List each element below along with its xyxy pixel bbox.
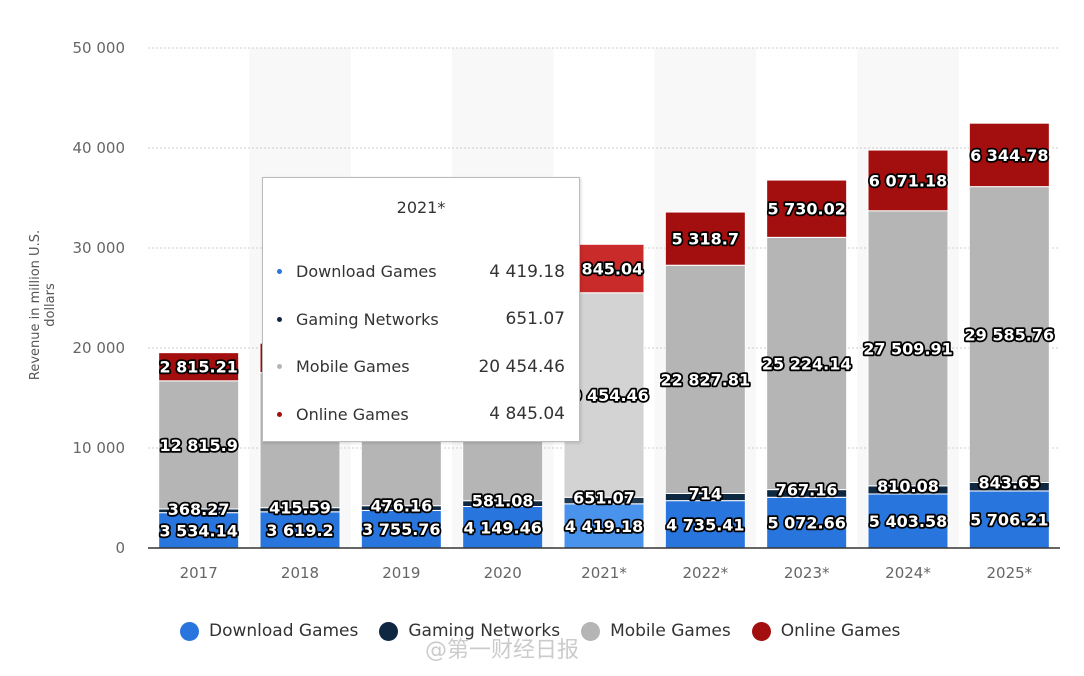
tooltip-series-name: Mobile Games <box>296 357 410 377</box>
legend-label: Mobile Games <box>610 621 731 641</box>
series-dot-icon <box>277 364 282 370</box>
data-label: 29 585.76 <box>965 326 1055 345</box>
bar-segment-download-games <box>158 512 240 549</box>
data-label: 5 072.66 <box>767 514 845 533</box>
data-label: 368.27 <box>168 500 230 519</box>
bar-segment-download-games <box>360 509 442 549</box>
data-label: 651.07 <box>573 488 635 507</box>
data-label: 4 419.18 <box>565 517 643 536</box>
y-tick-label: 30 000 <box>73 239 126 257</box>
legend-item[interactable]: Gaming Networks <box>379 621 560 641</box>
data-label: 4 845.04 <box>565 260 643 279</box>
bar-segment-download-games <box>563 503 645 549</box>
data-label: 2 815.21 <box>159 358 237 377</box>
y-tick-label: 10 000 <box>73 439 126 457</box>
data-label: 6 071.18 <box>869 171 947 190</box>
legend-item[interactable]: Online Games <box>751 621 901 641</box>
legend-item[interactable]: Download Games <box>180 621 358 641</box>
tooltip-value: 20 454.46 <box>478 356 565 377</box>
tooltip: 2021* Download Games 4 419.18 Gaming Netwo… <box>262 177 580 442</box>
data-label: 810.08 <box>877 477 939 496</box>
bar-segment-online-games <box>867 149 949 212</box>
data-label: 12 815.9 <box>159 436 237 455</box>
tooltip-series-name: Download Games <box>296 262 437 282</box>
bar-segment-online-games <box>968 122 1050 188</box>
y-tick-label: 50 000 <box>73 39 126 57</box>
data-label: 714 <box>689 485 722 504</box>
tooltip-row: Online Games 4 845.04 <box>263 391 579 439</box>
data-label: 843.65 <box>978 474 1040 493</box>
bar-segment-mobile-games <box>766 236 848 491</box>
data-label: 581.08 <box>472 492 534 511</box>
data-label: 4 149.46 <box>463 518 541 537</box>
tooltip-value: 4 419.18 <box>489 261 565 282</box>
x-tick-label: 2023* <box>784 564 830 582</box>
legend-item[interactable]: Mobile Games <box>581 621 731 641</box>
series-dot-icon <box>277 269 282 275</box>
bar-segment-download-games <box>259 511 341 549</box>
bar-segment-download-games <box>462 506 544 549</box>
data-label: 5 403.58 <box>869 512 947 531</box>
data-label: 767.16 <box>776 481 838 500</box>
legend-swatch-icon <box>379 621 399 641</box>
legend-label: Online Games <box>780 621 901 641</box>
data-label: 25 224.14 <box>762 354 852 373</box>
bar-segment-online-games <box>664 211 746 266</box>
legend-swatch-icon <box>751 621 771 641</box>
tooltip-row: Gaming Networks 651.07 <box>263 296 579 344</box>
x-tick-label: 2025* <box>986 564 1032 582</box>
legend-swatch-icon <box>581 621 601 641</box>
tooltip-row: Download Games 4 419.18 <box>263 248 579 296</box>
y-axis-label: Revenue in million U.S. dollars <box>28 229 58 381</box>
bar-segment-mobile-games <box>158 380 240 510</box>
data-label: 20 454.46 <box>559 386 649 405</box>
data-label: 6 344.78 <box>970 146 1048 165</box>
bar-segment-download-games <box>867 493 949 549</box>
y-tick-label: 0 <box>115 539 125 557</box>
x-tick-label: 2024* <box>885 564 931 582</box>
data-label: 3 534.14 <box>159 521 237 540</box>
bar-segment-mobile-games <box>664 264 746 495</box>
series-dot-icon <box>277 316 282 322</box>
data-label: 3 619.2 <box>266 521 333 540</box>
legend-swatch-icon <box>180 621 199 641</box>
x-tick-label: 2019 <box>382 564 420 582</box>
x-tick-label: 2017 <box>180 564 218 582</box>
x-tick-label: 2022* <box>682 564 728 582</box>
x-tick-label: 2020 <box>484 564 522 582</box>
bar-segment-online-games <box>158 352 240 382</box>
tooltip-value: 4 845.04 <box>489 404 565 425</box>
series-dot-icon <box>277 411 282 417</box>
x-tick-label: 2021* <box>581 564 627 582</box>
y-tick-label: 40 000 <box>73 139 126 157</box>
data-label: 476.16 <box>370 497 432 516</box>
tooltip-series-name: Online Games <box>296 404 409 424</box>
tooltip-title: 2021* <box>396 198 446 217</box>
data-label: 22 827.81 <box>661 370 751 389</box>
watermark: @第一财经日报 <box>425 638 580 663</box>
legend: Download Games Gaming Networks Mobile Game… <box>180 621 921 641</box>
data-label: 27 509.91 <box>863 339 953 358</box>
data-label: 5 730.02 <box>767 200 845 219</box>
bar-segment-mobile-games <box>867 210 949 487</box>
data-label: 3 755.76 <box>362 520 440 539</box>
x-tick-label: 2018 <box>281 564 319 582</box>
legend-label: Gaming Networks <box>408 621 561 641</box>
tooltip-value: 651.07 <box>505 309 565 330</box>
tooltip-series-name: Gaming Networks <box>296 309 439 329</box>
data-label: 5 318.7 <box>672 230 739 249</box>
data-label: 5 706.21 <box>970 510 1048 529</box>
data-label: 415.59 <box>269 499 331 518</box>
legend-label: Download Games <box>209 621 359 641</box>
bar-segment-mobile-games <box>968 186 1050 484</box>
tooltip-row: Mobile Games 20 454.46 <box>263 343 579 391</box>
bar-segment-online-games <box>766 179 848 238</box>
y-tick-label: 20 000 <box>73 339 126 357</box>
data-label: 4 735.41 <box>666 515 744 534</box>
